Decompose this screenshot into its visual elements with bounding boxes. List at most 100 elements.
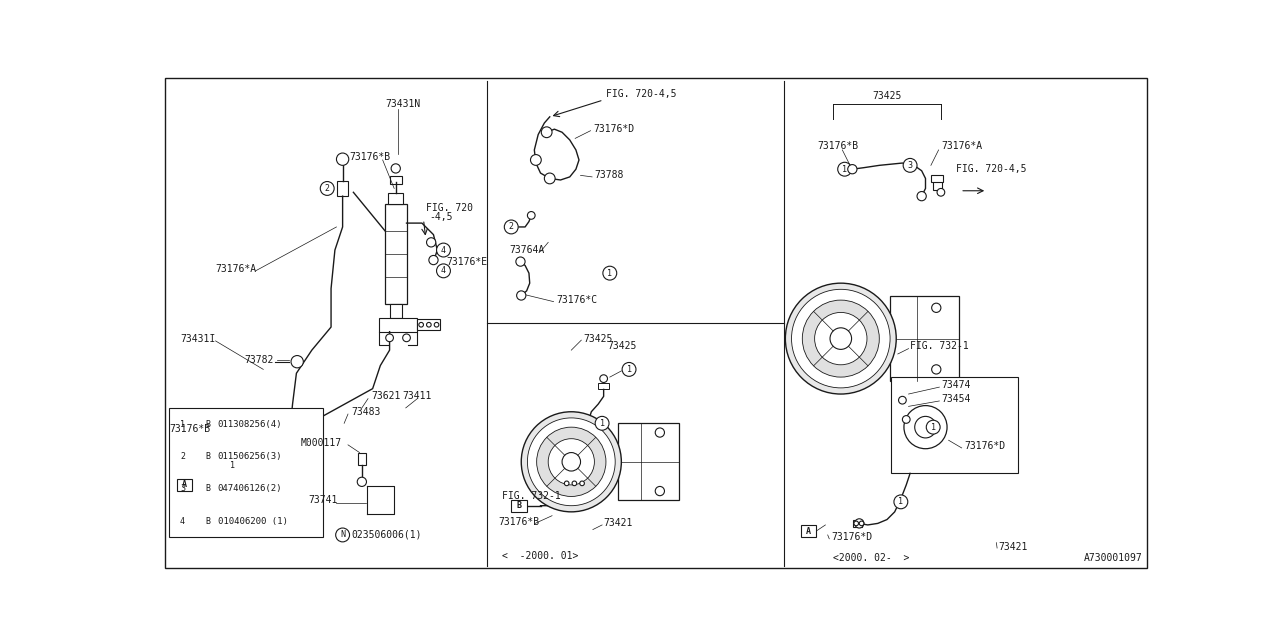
Text: 1: 1 bbox=[626, 365, 631, 374]
Text: 1: 1 bbox=[931, 422, 936, 431]
Circle shape bbox=[536, 427, 605, 497]
Circle shape bbox=[385, 334, 393, 342]
Circle shape bbox=[434, 323, 439, 327]
Bar bbox=[598, 383, 609, 389]
Circle shape bbox=[655, 486, 664, 495]
Circle shape bbox=[201, 449, 215, 463]
Bar bbox=[358, 452, 366, 465]
Circle shape bbox=[201, 482, 215, 495]
Circle shape bbox=[791, 289, 890, 388]
Text: 2: 2 bbox=[508, 223, 513, 232]
Circle shape bbox=[927, 420, 940, 434]
Text: FIG. 720: FIG. 720 bbox=[426, 203, 472, 212]
Bar bbox=[337, 180, 348, 196]
Circle shape bbox=[803, 300, 879, 377]
Text: B: B bbox=[205, 516, 210, 525]
Bar bbox=[511, 500, 526, 512]
Text: 73425: 73425 bbox=[872, 91, 901, 101]
Circle shape bbox=[504, 220, 518, 234]
Text: 1: 1 bbox=[599, 419, 604, 428]
Bar bbox=[385, 204, 407, 304]
Circle shape bbox=[904, 406, 947, 449]
Circle shape bbox=[904, 159, 916, 172]
Circle shape bbox=[426, 237, 435, 247]
Bar bbox=[379, 318, 417, 332]
Circle shape bbox=[541, 127, 552, 138]
Circle shape bbox=[419, 323, 424, 327]
Circle shape bbox=[530, 155, 541, 165]
Circle shape bbox=[855, 519, 864, 528]
Text: 73425: 73425 bbox=[608, 341, 637, 351]
Bar bbox=[854, 520, 863, 527]
Circle shape bbox=[580, 481, 585, 486]
Text: 010406200 (1): 010406200 (1) bbox=[218, 516, 288, 525]
Text: 3: 3 bbox=[180, 484, 184, 493]
Text: 1: 1 bbox=[607, 269, 612, 278]
Text: 4: 4 bbox=[442, 266, 445, 275]
Text: 011308256(4): 011308256(4) bbox=[218, 420, 283, 429]
Circle shape bbox=[622, 362, 636, 376]
Text: 73411: 73411 bbox=[402, 391, 431, 401]
Circle shape bbox=[915, 417, 936, 438]
Circle shape bbox=[335, 528, 349, 542]
Text: 73176*A: 73176*A bbox=[215, 264, 257, 275]
Text: FIG. 732-1: FIG. 732-1 bbox=[910, 341, 969, 351]
Bar bbox=[177, 479, 192, 491]
Circle shape bbox=[175, 482, 189, 495]
Circle shape bbox=[837, 163, 851, 176]
Bar bbox=[389, 304, 402, 318]
Text: 73176*C: 73176*C bbox=[556, 295, 596, 305]
Text: 73431N: 73431N bbox=[385, 99, 420, 109]
Text: 2: 2 bbox=[325, 184, 330, 193]
Text: 73176*A: 73176*A bbox=[941, 141, 982, 151]
Circle shape bbox=[899, 396, 906, 404]
Circle shape bbox=[893, 495, 908, 509]
Text: 4: 4 bbox=[180, 516, 184, 525]
Text: 73176*B: 73176*B bbox=[349, 152, 390, 162]
Circle shape bbox=[786, 283, 896, 394]
Text: 73176*E: 73176*E bbox=[447, 257, 488, 267]
Circle shape bbox=[291, 356, 303, 368]
Circle shape bbox=[357, 477, 366, 486]
Bar bbox=[389, 176, 402, 184]
Text: 1: 1 bbox=[899, 497, 904, 506]
Circle shape bbox=[175, 514, 189, 528]
Text: 73621: 73621 bbox=[371, 391, 401, 401]
Text: 1: 1 bbox=[842, 164, 847, 173]
Circle shape bbox=[175, 417, 189, 431]
Circle shape bbox=[829, 328, 851, 349]
Circle shape bbox=[175, 449, 189, 463]
Bar bbox=[617, 423, 680, 500]
Text: B: B bbox=[205, 452, 210, 461]
Circle shape bbox=[517, 291, 526, 300]
Text: M000117: M000117 bbox=[301, 438, 342, 447]
Circle shape bbox=[564, 481, 570, 486]
Text: 2: 2 bbox=[180, 452, 184, 461]
Text: 73421: 73421 bbox=[998, 541, 1028, 552]
Bar bbox=[388, 193, 403, 204]
Text: A: A bbox=[182, 481, 187, 490]
Text: B: B bbox=[205, 420, 210, 429]
Circle shape bbox=[544, 173, 556, 184]
Text: 73741: 73741 bbox=[308, 495, 338, 506]
Bar bbox=[174, 466, 188, 474]
Bar bbox=[562, 477, 589, 490]
Text: 1: 1 bbox=[230, 461, 236, 470]
Circle shape bbox=[521, 412, 621, 512]
Circle shape bbox=[201, 514, 215, 528]
Circle shape bbox=[595, 417, 609, 430]
Circle shape bbox=[403, 334, 411, 342]
Circle shape bbox=[436, 264, 451, 278]
Text: 73431I: 73431I bbox=[180, 333, 215, 344]
Circle shape bbox=[436, 243, 451, 257]
Circle shape bbox=[916, 191, 927, 201]
Circle shape bbox=[859, 521, 864, 525]
Circle shape bbox=[548, 438, 594, 485]
Text: -4,5: -4,5 bbox=[430, 212, 453, 222]
Circle shape bbox=[854, 521, 859, 525]
Circle shape bbox=[187, 463, 198, 476]
Text: N: N bbox=[340, 531, 346, 540]
Circle shape bbox=[527, 418, 616, 506]
Text: 4: 4 bbox=[442, 246, 445, 255]
Text: B: B bbox=[516, 501, 521, 510]
